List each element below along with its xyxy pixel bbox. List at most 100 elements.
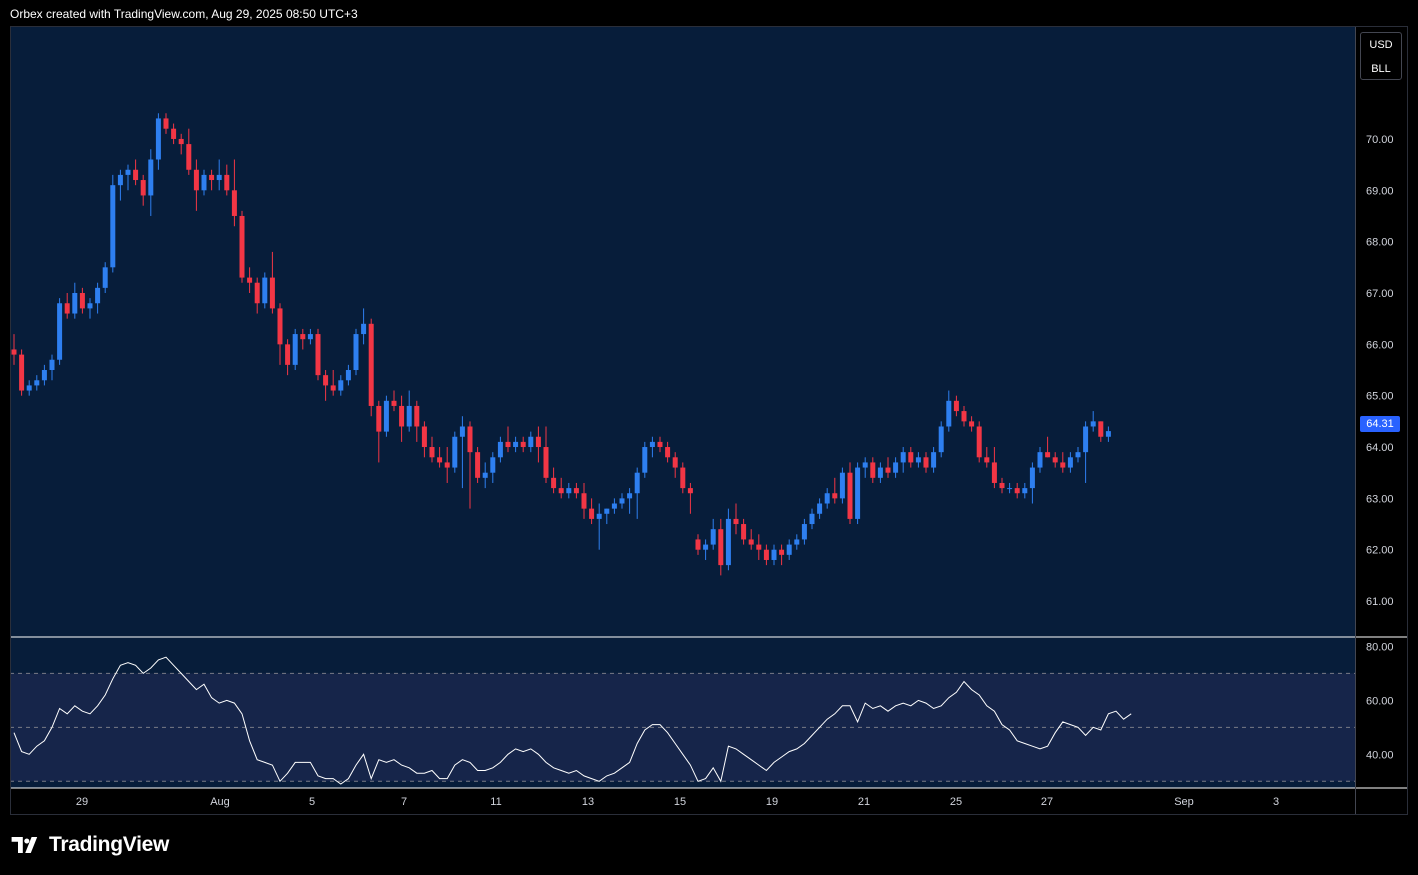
candle	[361, 308, 367, 345]
time-tick-label: 29	[76, 796, 88, 808]
candle	[429, 436, 435, 463]
candle	[110, 174, 116, 273]
candle	[1007, 482, 1013, 494]
rsi-tick-label: 60.00	[1366, 695, 1394, 707]
candle	[406, 390, 412, 432]
candle	[748, 529, 754, 550]
candle	[824, 488, 830, 509]
candle	[171, 123, 177, 145]
time-tick-label: 7	[401, 796, 407, 808]
candle	[885, 457, 891, 478]
candle	[756, 534, 762, 560]
price-tick-label: 69.00	[1366, 185, 1394, 197]
time-tick-label: 25	[950, 796, 962, 808]
candle	[695, 534, 701, 555]
candle	[611, 498, 617, 514]
candle	[839, 467, 845, 504]
candle	[292, 328, 298, 371]
candle	[497, 436, 503, 463]
candle	[566, 482, 572, 499]
rsi-axis[interactable]: 40.00 60.00 80.00	[1366, 641, 1394, 761]
candle	[741, 518, 747, 545]
chart-frame	[10, 26, 1408, 815]
candle	[725, 508, 731, 571]
candle	[353, 328, 359, 376]
candle	[733, 503, 739, 535]
candle	[984, 447, 990, 468]
candle	[64, 292, 70, 319]
candle	[323, 370, 329, 401]
candle	[41, 364, 47, 386]
candle	[931, 447, 937, 473]
candle	[163, 113, 169, 134]
time-tick-label: 15	[674, 796, 686, 808]
price-tick-label: 67.00	[1366, 288, 1394, 300]
candle	[224, 164, 230, 196]
candle	[383, 395, 389, 437]
candle	[657, 436, 663, 453]
candle	[95, 282, 101, 314]
candle	[186, 128, 192, 175]
time-tick-label: 11	[490, 796, 501, 808]
candle	[505, 426, 511, 453]
candle	[133, 159, 139, 186]
candle	[665, 441, 671, 463]
candle	[178, 133, 184, 155]
candle	[155, 113, 161, 170]
currency-label: USD	[1369, 39, 1393, 51]
time-axis[interactable]: 29 Aug 5 7 11 13 15 19 21 25 27 Sep 3	[76, 796, 1279, 808]
candle	[634, 467, 640, 519]
price-tick-label: 70.00	[1366, 134, 1394, 146]
candle	[72, 282, 78, 319]
candle	[604, 508, 610, 525]
candle	[649, 436, 655, 458]
candle	[877, 462, 883, 483]
unit-selector[interactable]: USD BLL	[1360, 32, 1402, 80]
candle	[946, 390, 952, 432]
candle	[11, 334, 17, 365]
candle	[269, 251, 275, 314]
candle	[300, 328, 306, 350]
candle	[216, 159, 222, 191]
candle	[444, 447, 450, 483]
price-tick-label: 63.00	[1366, 493, 1394, 505]
candle	[794, 534, 800, 550]
candle	[976, 421, 982, 463]
candle	[49, 354, 55, 381]
candle	[786, 539, 792, 560]
candle	[452, 431, 458, 473]
price-tick-label: 62.00	[1366, 545, 1394, 557]
candle	[710, 518, 716, 550]
candle	[307, 328, 313, 345]
candle	[915, 452, 921, 468]
candle	[368, 318, 374, 417]
candle	[870, 457, 876, 483]
candle	[862, 457, 868, 478]
price-axis[interactable]: 61.00 62.00 63.00 64.00 65.00 66.00 67.00 68.00…	[1366, 134, 1394, 608]
candle	[1052, 452, 1058, 468]
candle	[1083, 421, 1089, 483]
candle	[801, 518, 807, 545]
candle	[908, 447, 914, 468]
candle	[330, 370, 336, 396]
candle	[475, 447, 481, 483]
candle	[148, 149, 154, 216]
candle	[19, 349, 25, 396]
candle	[771, 544, 777, 566]
candle	[79, 287, 85, 314]
candle	[338, 375, 344, 396]
price-tick-label: 66.00	[1366, 339, 1394, 351]
candle	[779, 544, 785, 566]
candle	[573, 482, 579, 499]
candle	[991, 447, 997, 489]
candle	[528, 431, 534, 453]
candle	[26, 380, 32, 396]
candle	[414, 400, 420, 442]
candle	[627, 488, 633, 514]
candle	[239, 210, 245, 283]
tradingview-brand[interactable]: TradingView	[11, 833, 169, 857]
time-tick-label: 5	[309, 796, 315, 808]
candle	[680, 462, 686, 494]
rsi-tick-label: 80.00	[1366, 641, 1394, 653]
